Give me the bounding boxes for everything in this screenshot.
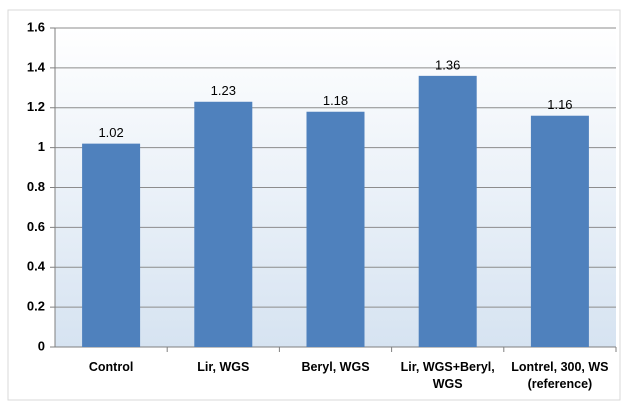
y-tick-label: 1.2 — [27, 99, 45, 114]
x-tick-label: Beryl, WGS — [301, 360, 370, 374]
y-tick-label: 1.4 — [27, 59, 46, 74]
data-label: 1.02 — [98, 125, 123, 140]
data-label: 1.18 — [323, 93, 348, 108]
x-tick-label: Lir, WGS+Beryl, WGS — [400, 360, 495, 391]
x-tick-label: Lontrel, 300, WS (reference) — [511, 360, 609, 391]
y-tick-label: 0.2 — [27, 299, 45, 314]
bar — [82, 143, 141, 347]
x-tick-label: Control — [88, 360, 134, 374]
data-label: 1.36 — [435, 57, 460, 72]
y-tick-label: 0.4 — [27, 259, 46, 274]
data-label: 1.23 — [211, 83, 236, 98]
y-tick-label: 1.6 — [27, 19, 45, 34]
y-tick-label: 0.8 — [27, 179, 45, 194]
y-tick-label: 0 — [38, 338, 45, 353]
bar — [418, 75, 477, 347]
bar — [530, 115, 589, 347]
y-tick-label: 0.6 — [27, 219, 45, 234]
bar — [194, 101, 253, 347]
data-label: 1.16 — [547, 97, 572, 112]
bar — [306, 111, 365, 347]
y-tick-label: 1 — [38, 139, 45, 154]
x-tick-label: Lir, WGS — [197, 360, 250, 374]
